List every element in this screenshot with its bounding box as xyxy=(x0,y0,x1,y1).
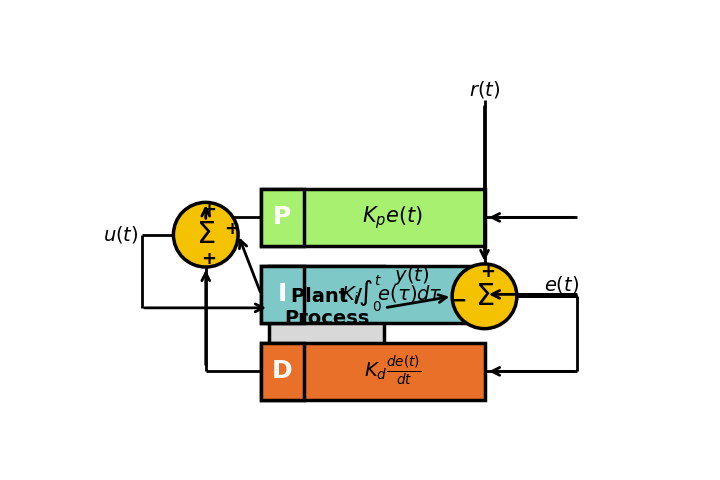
Text: Plant /
Process: Plant / Process xyxy=(284,288,369,328)
Text: $K_d\frac{de(t)}{dt}$: $K_d\frac{de(t)}{dt}$ xyxy=(364,354,420,388)
Text: −: − xyxy=(449,291,467,311)
Text: $\Sigma$: $\Sigma$ xyxy=(474,282,494,311)
Text: $y(t)$: $y(t)$ xyxy=(394,264,429,287)
FancyBboxPatch shape xyxy=(269,265,384,350)
Ellipse shape xyxy=(452,264,517,329)
Ellipse shape xyxy=(174,203,238,267)
FancyBboxPatch shape xyxy=(261,189,304,246)
Text: +: + xyxy=(202,201,216,219)
FancyBboxPatch shape xyxy=(261,265,485,323)
Text: +: + xyxy=(202,251,216,268)
FancyBboxPatch shape xyxy=(261,343,304,400)
FancyBboxPatch shape xyxy=(261,343,485,400)
Text: D: D xyxy=(271,360,292,384)
Text: $e(t)$: $e(t)$ xyxy=(544,274,579,295)
Text: +: + xyxy=(225,219,240,238)
Text: $K_p e(t)$: $K_p e(t)$ xyxy=(361,204,423,231)
Text: P: P xyxy=(273,205,291,229)
Text: $\Sigma$: $\Sigma$ xyxy=(196,220,215,249)
FancyBboxPatch shape xyxy=(261,265,304,323)
Text: +: + xyxy=(480,263,495,281)
Text: $r(t)$: $r(t)$ xyxy=(469,79,500,100)
Text: $u(t)$: $u(t)$ xyxy=(103,224,139,245)
FancyBboxPatch shape xyxy=(261,189,485,246)
Text: $K_i\int_0^t\!e(\tau)d\tau$: $K_i\int_0^t\!e(\tau)d\tau$ xyxy=(341,274,443,314)
Text: I: I xyxy=(277,282,287,306)
